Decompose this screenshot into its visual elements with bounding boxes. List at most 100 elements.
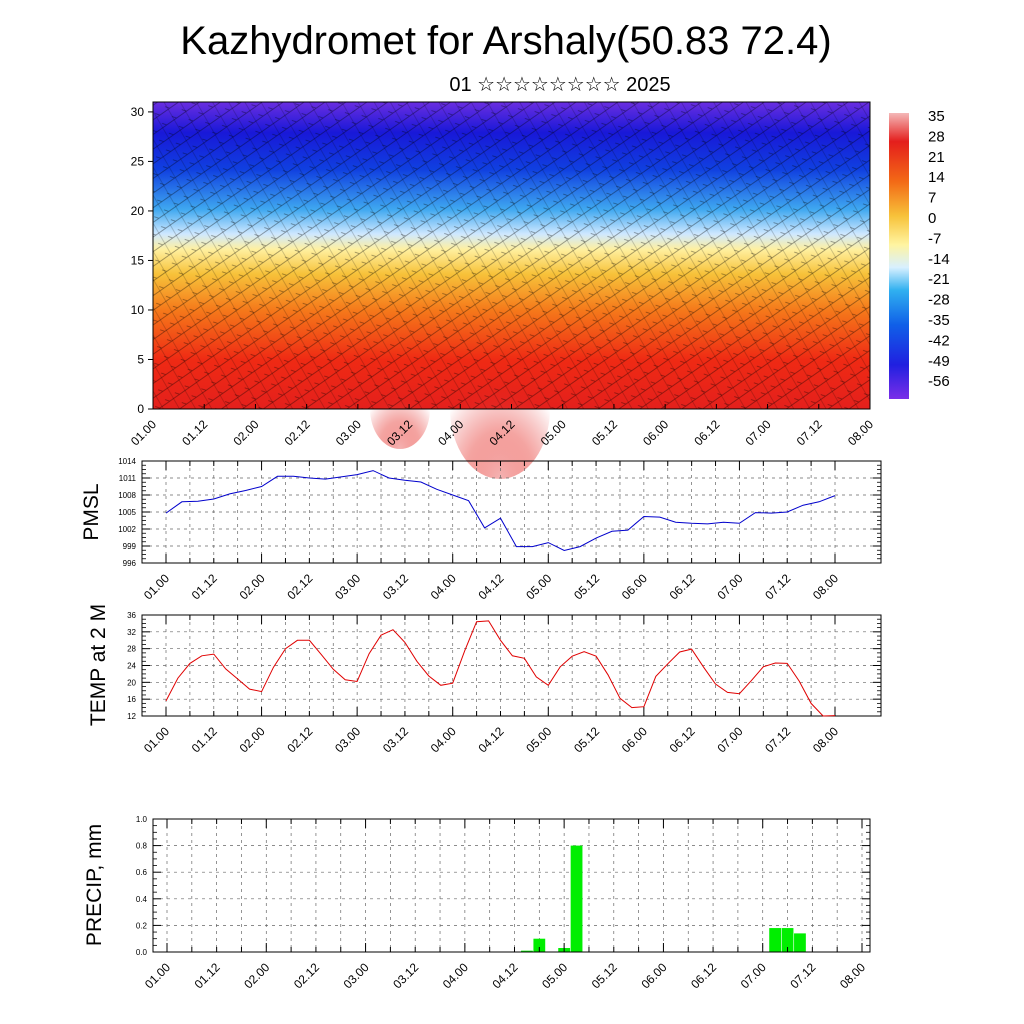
x-tick-label: 05.12 xyxy=(571,724,602,755)
x-tick-label: 02.00 xyxy=(237,571,268,602)
x-tick-label: 06.12 xyxy=(667,724,698,755)
precip-bar xyxy=(533,938,546,952)
x-tick-label: 05.12 xyxy=(571,571,602,602)
x-tick-label: 04.12 xyxy=(489,960,520,991)
y-tick-label: 1.0 xyxy=(136,815,148,824)
precip-bar xyxy=(781,928,794,952)
x-tick-label: 01.12 xyxy=(192,960,223,991)
x-tick-label: 01.12 xyxy=(189,571,220,602)
x-tick-label: 01.00 xyxy=(141,724,172,755)
x-tick-label: 06.00 xyxy=(638,960,669,991)
heatmap-x-tick-label: 06.12 xyxy=(691,417,722,448)
x-tick-label: 03.00 xyxy=(341,960,372,991)
x-tick-label: 02.00 xyxy=(237,724,268,755)
temp-series-line xyxy=(165,620,836,717)
heatmap-x-tick-label: 02.12 xyxy=(282,417,313,448)
colorbar-label: -49 xyxy=(928,353,950,370)
temp-frame xyxy=(141,614,882,717)
temp-ylabel: TEMP at 2 M xyxy=(87,604,110,726)
precip-grid xyxy=(153,818,870,953)
x-tick-label: 03.12 xyxy=(390,960,421,991)
x-tick-label: 08.00 xyxy=(837,960,868,991)
colorbar-label: 28 xyxy=(928,128,945,145)
colorbar: 35 28 21 14 7 0 -7 -14 -21 -28 -35 -42 -49 -56 xyxy=(889,108,950,399)
heatmap-x-tick-label: 07.00 xyxy=(743,417,774,448)
x-tick-label: 05.00 xyxy=(523,571,554,602)
pmsl-ylabel: PMSL xyxy=(80,483,103,540)
y-tick-label: 20 xyxy=(127,678,136,687)
colorbar-labels: 35 28 21 14 7 0 -7 -14 -21 -28 -35 -42 -49 -56 xyxy=(928,108,950,390)
x-tick-label: 06.00 xyxy=(619,724,650,755)
colorbar-label: -28 xyxy=(928,292,950,309)
x-tick-label: 07.12 xyxy=(762,724,793,755)
y-tick-label: 1002 xyxy=(118,525,136,534)
heatmap-y-tick-label: 10 xyxy=(131,303,145,317)
x-tick-label: 02.00 xyxy=(241,960,272,991)
heatmap-x-tick-label: 07.12 xyxy=(794,417,825,448)
x-tick-label: 04.00 xyxy=(428,571,459,602)
colorbar-label: -42 xyxy=(928,332,950,349)
colorbar-label: 0 xyxy=(928,210,936,227)
x-tick-label: 05.00 xyxy=(523,724,554,755)
x-tick-label: 03.00 xyxy=(332,724,363,755)
heatmap-y-tick-label: 30 xyxy=(131,105,145,119)
y-tick-label: 999 xyxy=(123,542,137,551)
wind-barbs-layer-2 xyxy=(153,102,870,409)
x-tick-label: 07.00 xyxy=(738,960,769,991)
x-tick-label: 01.00 xyxy=(142,960,173,991)
y-tick-label: 1014 xyxy=(118,457,136,466)
x-tick-label: 02.12 xyxy=(291,960,322,991)
y-tick-label: 32 xyxy=(127,628,136,637)
x-tick-label: 04.12 xyxy=(475,724,506,755)
x-tick-label: 04.00 xyxy=(428,724,459,755)
precip-bar xyxy=(794,933,806,952)
x-tick-label: 07.12 xyxy=(787,960,818,991)
y-tick-label: 0.0 xyxy=(136,948,148,957)
y-tick-label: 0.2 xyxy=(136,921,148,930)
y-tick-label: 0.6 xyxy=(136,868,148,877)
y-tick-label: 12 xyxy=(127,712,136,721)
colorbar-label: 7 xyxy=(928,190,936,207)
x-tick-label: 07.00 xyxy=(714,571,745,602)
y-tick-label: 1008 xyxy=(118,491,136,500)
x-tick-label: 06.12 xyxy=(688,960,719,991)
x-tick-label: 07.12 xyxy=(762,571,793,602)
x-tick-label: 03.00 xyxy=(332,571,363,602)
x-tick-label: 02.12 xyxy=(284,724,315,755)
precip-bar xyxy=(769,928,782,952)
temp-axes: 12 16 20 24 28 32 36 01.00 01.12 02.00 02.12 03.00 0… xyxy=(127,611,881,755)
y-tick-label: 0.8 xyxy=(136,842,148,851)
y-tick-label: 0.4 xyxy=(136,895,148,904)
precip-ylabel: PRECIP, mm xyxy=(83,824,106,946)
colorbar-ramp xyxy=(889,113,909,399)
y-tick-label: 28 xyxy=(127,645,136,654)
heatmap-y-tick-label: 25 xyxy=(131,154,145,168)
precip-panel: 0.0 0.2 0.4 0.6 0.8 1.0 01.00 01.12 02.00 02.12 03… xyxy=(83,815,871,991)
heatmap-y-tick-label: 20 xyxy=(131,204,145,218)
heatmap-y-tick-label: 0 xyxy=(137,402,144,416)
x-tick-label: 05.00 xyxy=(539,960,570,991)
pmsl-panel: 996 999 1002 1005 1008 1011 1014 01.00 01.12 02.0… xyxy=(80,457,882,602)
y-tick-label: 1005 xyxy=(118,508,136,517)
y-tick-label: 16 xyxy=(127,695,136,704)
heatmap-y-tick-label: 5 xyxy=(137,352,144,366)
x-tick-label: 06.12 xyxy=(667,571,698,602)
y-tick-label: 36 xyxy=(127,611,136,620)
heatmap-x-tick-label: 01.12 xyxy=(179,417,210,448)
x-tick-label: 04.00 xyxy=(440,960,471,991)
x-tick-label: 01.12 xyxy=(189,724,220,755)
x-tick-label: 06.00 xyxy=(619,571,650,602)
y-tick-label: 1011 xyxy=(119,474,137,483)
heatmap-x-tick-label: 08.00 xyxy=(845,417,876,448)
y-tick-label: 24 xyxy=(127,662,136,671)
temp-grid xyxy=(142,614,881,717)
x-tick-label: 02.12 xyxy=(284,571,315,602)
pmsl-grid xyxy=(142,460,881,564)
heatmap-x-tick-label: 03.00 xyxy=(333,417,364,448)
heatmap-y-axis: 0 5 10 15 20 25 30 xyxy=(131,105,153,416)
heatmap-x-tick-label: 05.12 xyxy=(589,417,620,448)
colorbar-label: 14 xyxy=(928,169,945,186)
precip-axes: 0.0 0.2 0.4 0.6 0.8 1.0 01.00 01.12 02.00 02.12 03… xyxy=(136,815,870,991)
precip-bar xyxy=(570,845,583,952)
colorbar-label: 35 xyxy=(928,108,945,125)
